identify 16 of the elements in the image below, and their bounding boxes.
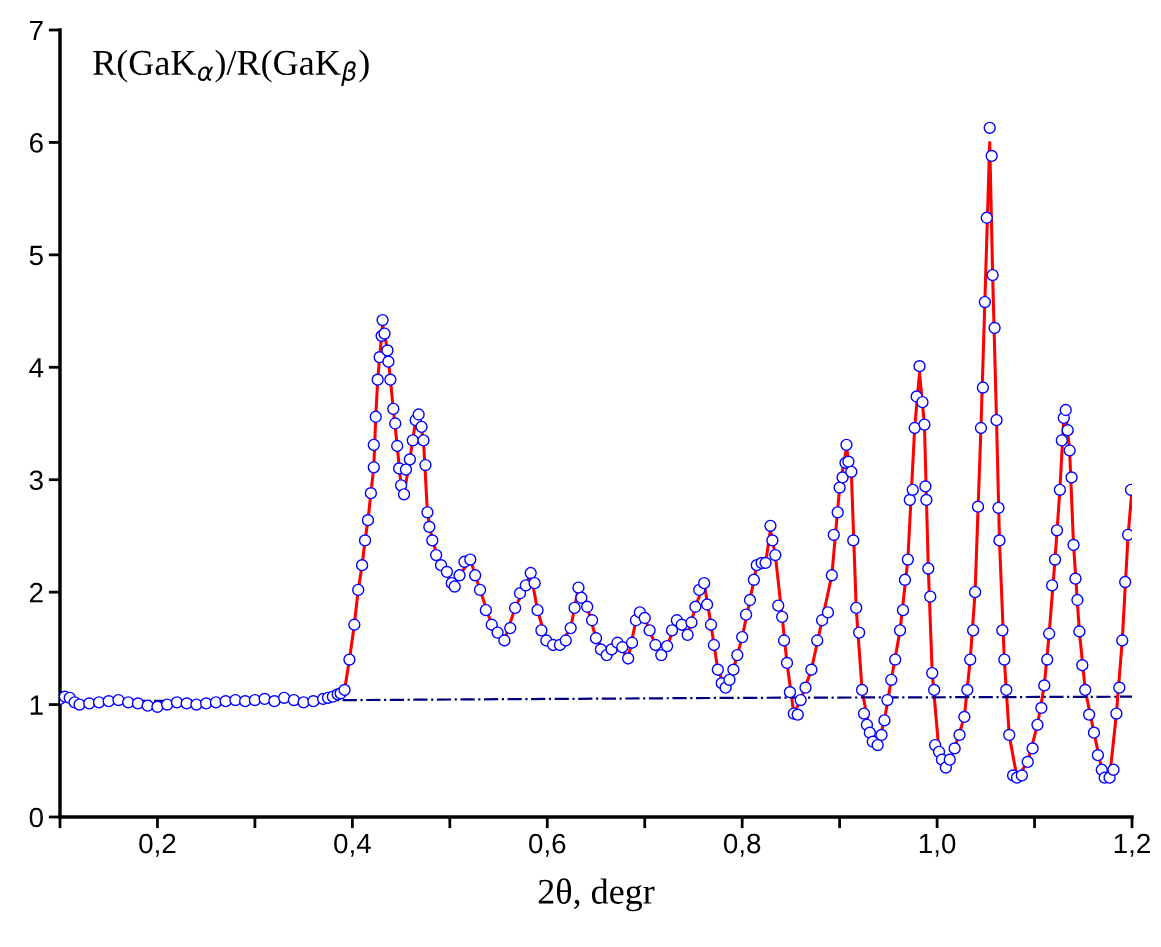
y-tick-label: 7	[30, 20, 43, 41]
x-tick-label: 1,2	[1114, 833, 1150, 857]
x-tick-label: 1,0	[919, 833, 956, 857]
y-tick-label: 3	[29, 470, 43, 491]
y-axis-title: R(GaK$_{α}$)/R(GaK$_{β}$)	[93, 49, 369, 86]
y-tick-label: 5	[29, 245, 43, 266]
x-tick-label: 0,6	[529, 833, 566, 857]
y-tick-label: 0	[29, 807, 43, 828]
y-tick-label: 2	[29, 582, 43, 603]
x-axis-title: 2θ, degr	[538, 878, 655, 912]
x-tick-label: 0,2	[139, 833, 176, 857]
x-tick-label: 0,4	[334, 833, 371, 857]
x-tick-label: 0,8	[723, 833, 761, 857]
y-tick-label: 1	[30, 695, 43, 715]
y-tick-label: 6	[29, 133, 43, 153]
y-tick-label: 4	[29, 358, 44, 378]
